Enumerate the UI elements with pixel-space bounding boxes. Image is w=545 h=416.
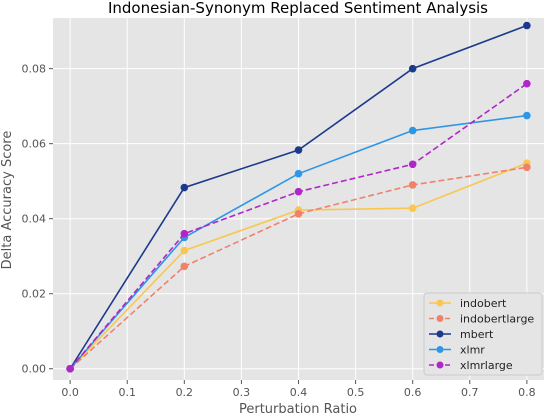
legend-item-xlmrlarge: xlmrlarge <box>429 359 513 372</box>
y-tick-label: 0.02 <box>22 288 47 301</box>
data-point-mbert <box>294 146 303 154</box>
legend-marker <box>436 299 444 307</box>
legend-marker <box>436 346 444 353</box>
series-xlmrlarge <box>66 79 531 373</box>
x-tick-label: 0.1 <box>118 386 136 399</box>
chart-title: Indonesian-Synonym Replaced Sentiment An… <box>108 0 488 17</box>
legend-item-indobert: indobert <box>429 297 507 310</box>
y-tick-label: 0.08 <box>22 63 47 76</box>
data-point-xlmrlarge <box>408 160 417 169</box>
x-axis-label: Perturbation Ratio <box>239 402 357 416</box>
data-point-xlmr <box>523 111 531 120</box>
x-tick-label: 0.8 <box>518 386 536 399</box>
y-tick-label: 0.06 <box>22 138 47 151</box>
y-tick-label: 0.00 <box>22 363 47 376</box>
data-point-mbert <box>523 21 531 30</box>
legend-item-indobertlarge: indobertlarge <box>429 313 534 326</box>
legend-label: indobertlarge <box>460 313 534 326</box>
y-axis-label: Delta Accuracy Score <box>0 131 15 270</box>
series-layer <box>66 21 531 373</box>
legend-item-xlmr: xlmr <box>429 344 485 357</box>
x-axis-ticks: 0.0 0.1 0.2 0.3 0.4 0.5 0.6 0.7 0.8 <box>61 380 536 399</box>
legend-box <box>423 292 543 376</box>
legend-label: mbert <box>460 328 494 341</box>
data-point-xlmrlarge <box>294 187 303 196</box>
x-tick-label: 0.4 <box>290 386 308 399</box>
data-point-xlmrlarge <box>66 364 74 373</box>
x-tick-label: 0.0 <box>61 386 79 399</box>
data-point-xlmrlarge <box>523 79 531 88</box>
data-point-indobertlarge <box>294 210 303 218</box>
y-tick-label: 0.04 <box>22 213 47 226</box>
data-point-indobert <box>180 246 189 255</box>
legend-marker <box>436 315 444 322</box>
legend-label: xlmrlarge <box>460 359 513 372</box>
x-tick-label: 0.5 <box>347 386 365 399</box>
legend-item-mbert: mbert <box>429 328 494 341</box>
legend: indobert indobertlarge mbert xlmr xlmrlarge <box>423 292 543 376</box>
data-point-mbert <box>408 64 417 73</box>
legend-marker <box>436 361 444 369</box>
x-tick-label: 0.6 <box>404 386 422 399</box>
data-point-indobertlarge <box>523 163 531 172</box>
data-point-xlmr <box>408 126 417 135</box>
legend-marker <box>436 330 444 338</box>
x-tick-label: 0.3 <box>233 386 251 399</box>
data-point-xlmr <box>294 169 303 178</box>
legend-label: xlmr <box>460 344 485 357</box>
data-point-mbert <box>180 183 189 192</box>
data-point-indobertlarge <box>408 181 417 189</box>
x-tick-label: 0.7 <box>461 386 479 399</box>
data-point-xlmrlarge <box>180 229 189 238</box>
data-point-indobert <box>408 204 417 212</box>
data-point-indobertlarge <box>180 262 189 271</box>
legend-label: indobert <box>460 297 507 310</box>
y-axis-ticks: 0.00 0.02 0.04 0.06 0.08 <box>22 63 53 376</box>
x-tick-label: 0.2 <box>176 386 194 399</box>
